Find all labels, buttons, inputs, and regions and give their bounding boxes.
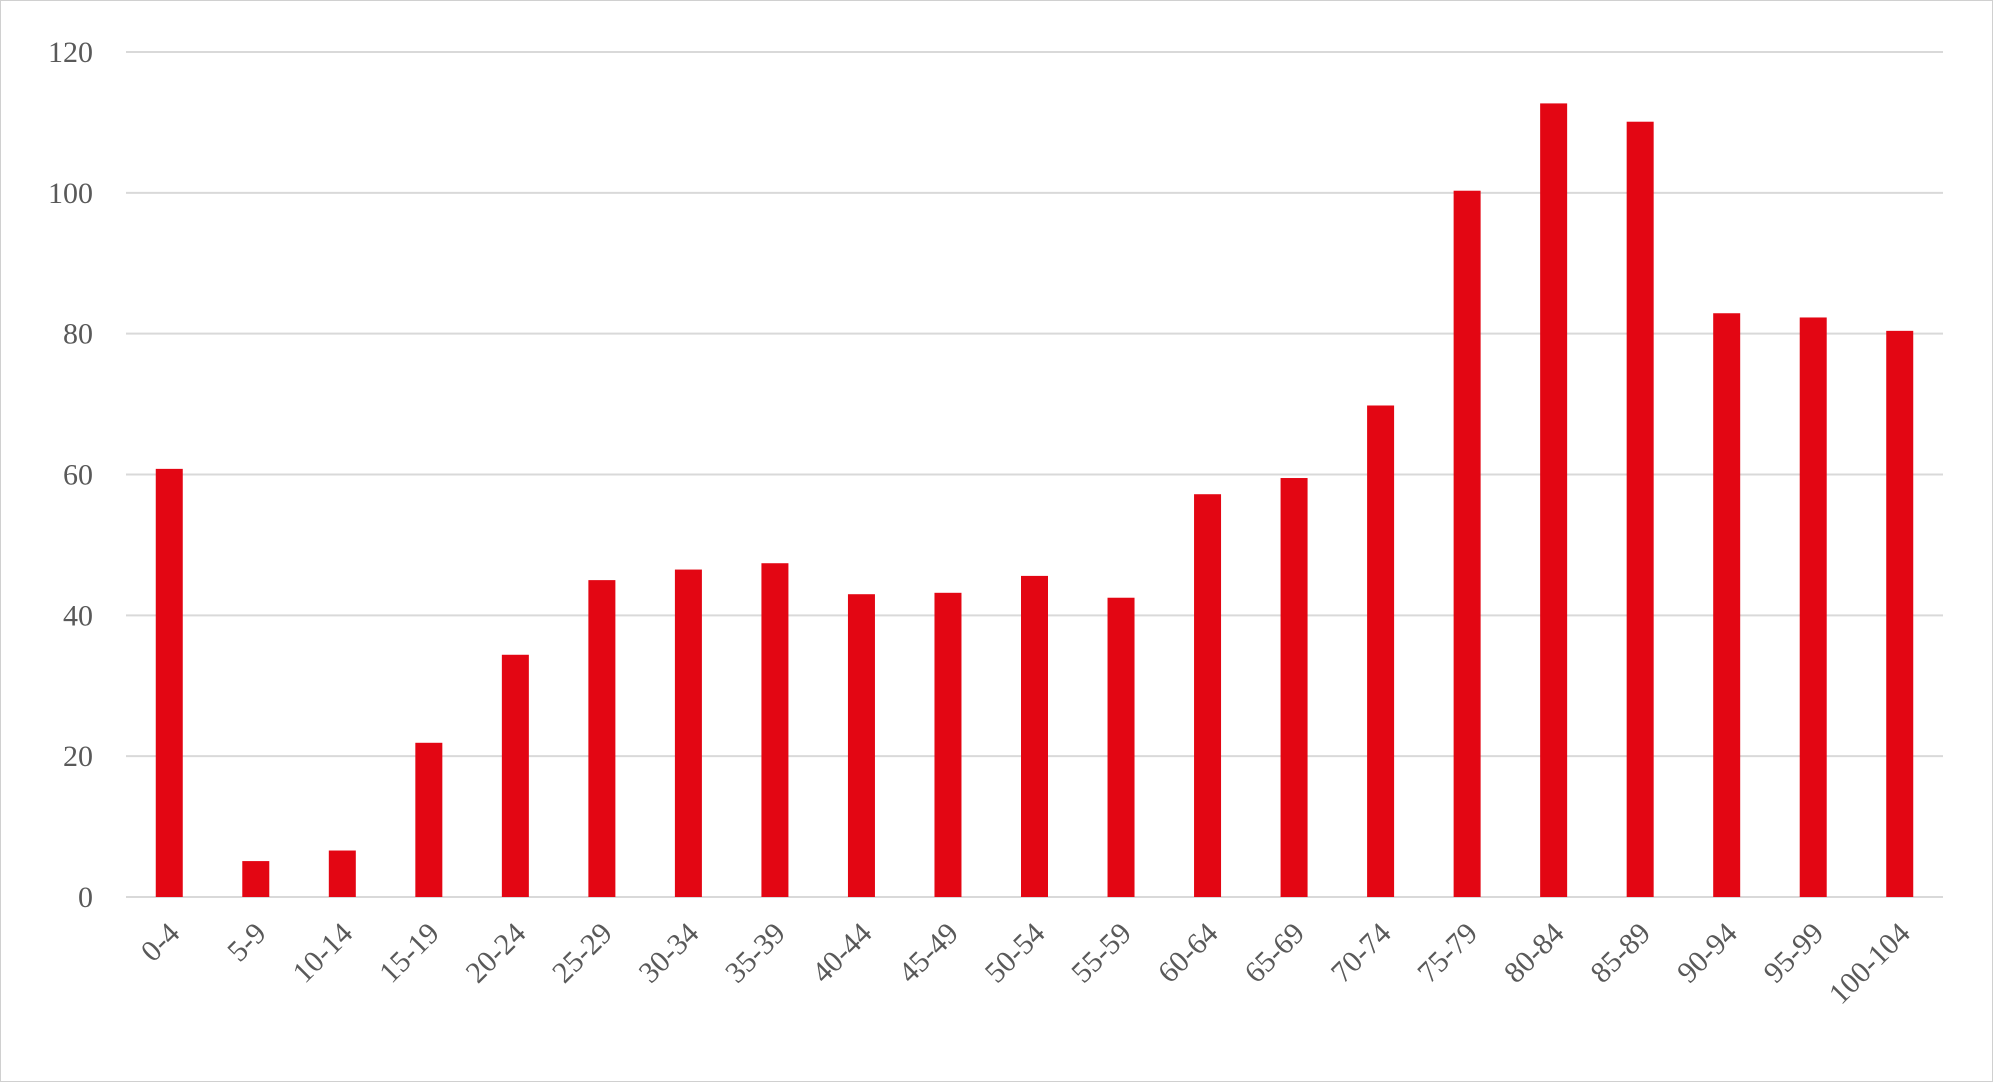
- x-tick-label: 0-4: [135, 917, 187, 969]
- y-tick-label: 60: [63, 459, 93, 492]
- bar-20-24: [501, 654, 529, 897]
- x-tick-label: 30-34: [633, 917, 706, 990]
- bar-70-74: [1367, 405, 1395, 897]
- x-tick-label: 90-94: [1671, 917, 1744, 990]
- bar-35-39: [761, 563, 789, 897]
- x-tick-label: 35-39: [719, 917, 792, 990]
- x-tick-label: 60-64: [1152, 917, 1225, 990]
- x-axis-tick-labels: 0-4 5-9 10-14 15-19 20-24 25-29 30-34 35-39 40-4…: [135, 917, 1917, 1011]
- bar-30-34: [674, 569, 702, 897]
- bar-65-69: [1280, 478, 1308, 897]
- y-tick-label: 100: [48, 177, 93, 210]
- x-tick-label: 25-29: [546, 917, 619, 990]
- x-tick-label: 85-89: [1584, 917, 1657, 990]
- x-tick-label: 80-84: [1498, 917, 1571, 990]
- bar-25-29: [588, 580, 616, 897]
- bar-40-44: [847, 594, 875, 897]
- x-tick-label: 65-69: [1238, 917, 1311, 990]
- bar-95-99: [1799, 317, 1827, 897]
- bar-0-4: [155, 468, 183, 897]
- bar-90-94: [1713, 313, 1741, 897]
- y-tick-label: 0: [78, 881, 93, 914]
- bar-45-49: [934, 592, 962, 897]
- bar-60-64: [1194, 494, 1222, 897]
- x-tick-label: 100-104: [1823, 917, 1917, 1011]
- x-tick-label: 75-79: [1411, 917, 1484, 990]
- bar-50-54: [1021, 575, 1048, 897]
- y-tick-label: 20: [63, 740, 93, 773]
- bar-75-79: [1453, 190, 1481, 898]
- x-tick-label: 45-49: [892, 917, 965, 990]
- bar-85-89: [1626, 121, 1654, 897]
- x-tick-label: 70-74: [1325, 917, 1398, 990]
- x-tick-label: 10-14: [286, 917, 359, 990]
- bar-55-59: [1107, 597, 1135, 897]
- bars: [155, 103, 1914, 898]
- x-tick-label: 20-24: [459, 917, 532, 990]
- bar-80-84: [1540, 103, 1568, 897]
- y-tick-label: 120: [48, 36, 93, 69]
- bar-15-19: [415, 742, 443, 897]
- y-axis-tick-labels: 0 20 40 60 80 100 120: [48, 36, 93, 914]
- x-tick-label: 40-44: [806, 917, 879, 990]
- x-tick-label: 5-9: [221, 917, 273, 969]
- bar-100-104: [1886, 330, 1914, 898]
- y-tick-label: 80: [63, 318, 93, 351]
- x-tick-label: 55-59: [1065, 917, 1138, 990]
- x-tick-label: 15-19: [373, 917, 446, 990]
- y-tick-label: 40: [63, 599, 93, 632]
- x-tick-label: 95-99: [1757, 917, 1830, 990]
- bar-5-9: [242, 861, 270, 897]
- x-tick-label: 50-54: [979, 917, 1052, 990]
- bar-10-14: [328, 850, 356, 897]
